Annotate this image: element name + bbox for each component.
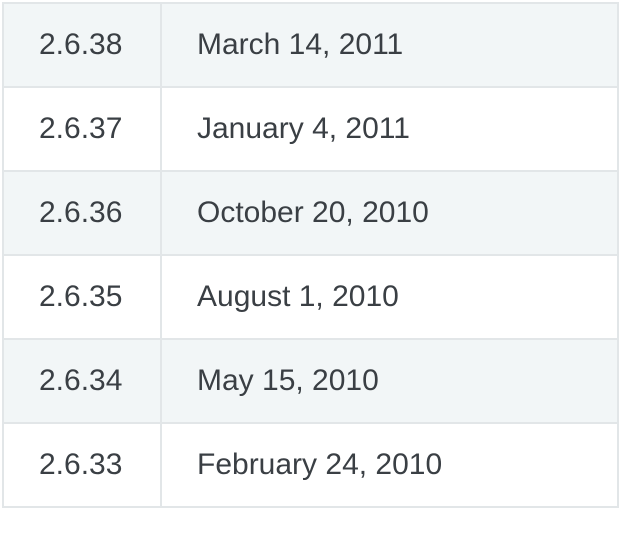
release-date-cell: May 15, 2010 bbox=[160, 338, 619, 424]
table-row: 2.6.36 October 20, 2010 bbox=[2, 170, 619, 256]
release-date-cell: October 20, 2010 bbox=[160, 170, 619, 256]
table-row: 2.6.33 February 24, 2010 bbox=[2, 422, 619, 508]
release-date-cell: February 24, 2010 bbox=[160, 422, 619, 508]
table-row: 2.6.37 January 4, 2011 bbox=[2, 86, 619, 172]
release-date-cell: August 1, 2010 bbox=[160, 254, 619, 340]
version-cell: 2.6.36 bbox=[2, 170, 162, 256]
release-table-container: 2.6.38 March 14, 2011 2.6.37 January 4, … bbox=[2, 2, 619, 508]
release-date-cell: March 14, 2011 bbox=[160, 2, 619, 88]
release-table-body: 2.6.38 March 14, 2011 2.6.37 January 4, … bbox=[2, 2, 619, 508]
version-cell: 2.6.33 bbox=[2, 422, 162, 508]
version-cell: 2.6.34 bbox=[2, 338, 162, 424]
table-row: 2.6.35 August 1, 2010 bbox=[2, 254, 619, 340]
version-cell: 2.6.38 bbox=[2, 2, 162, 88]
release-date-cell: January 4, 2011 bbox=[160, 86, 619, 172]
version-cell: 2.6.35 bbox=[2, 254, 162, 340]
table-row: 2.6.34 May 15, 2010 bbox=[2, 338, 619, 424]
release-table: 2.6.38 March 14, 2011 2.6.37 January 4, … bbox=[2, 2, 619, 508]
version-cell: 2.6.37 bbox=[2, 86, 162, 172]
table-row: 2.6.38 March 14, 2011 bbox=[2, 2, 619, 88]
